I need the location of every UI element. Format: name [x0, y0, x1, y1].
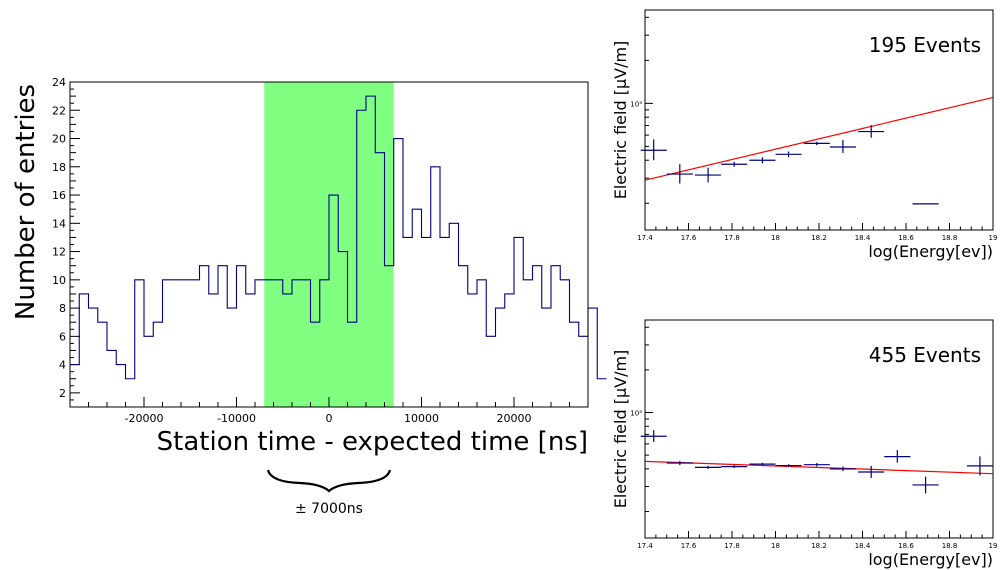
y-tick-label: 18	[52, 161, 66, 174]
plot-frame	[644, 9, 994, 231]
data-point	[858, 465, 885, 478]
y-tick-label: 10³	[630, 100, 642, 108]
fit-line	[644, 460, 994, 475]
data-point	[966, 456, 993, 476]
data-points	[640, 430, 993, 494]
data-point	[695, 167, 722, 183]
range-annotation: ± 7000ns	[295, 501, 363, 517]
x-axis-label: log(Energy[ev])	[868, 242, 993, 261]
x-tick-label: -20000	[125, 412, 164, 425]
x-axis-label: log(Energy[ev])	[868, 550, 993, 569]
y-tick-label: 14	[52, 217, 66, 230]
x-tick-label: 17.4	[637, 542, 653, 550]
x-axis-ticks: 17.4 17.6 17.8 18 18.2 18.4 18.6 18.8 19	[637, 531, 997, 550]
y-tick-label: 10	[52, 274, 66, 287]
data-point	[775, 464, 802, 468]
y-tick-label: 10³	[630, 410, 642, 418]
data-point	[775, 151, 802, 158]
data-point	[803, 141, 830, 146]
events-label: 195 Events	[869, 33, 981, 57]
x-tick-label: 19	[989, 234, 998, 242]
events-label: 455 Events	[869, 343, 981, 367]
y-tick-label: 22	[52, 104, 66, 117]
x-tick-label: 17.4	[637, 234, 653, 242]
x-tick-label: 0	[326, 412, 333, 425]
y-axis-label: Number of entries	[11, 84, 41, 320]
x-tick-label: 17.6	[681, 542, 697, 550]
data-point	[749, 462, 776, 466]
y-tick-label: 4	[59, 359, 66, 372]
x-tick-label: 18.2	[811, 542, 827, 550]
data-point	[912, 476, 939, 494]
x-tick-label: 18.2	[811, 234, 827, 242]
x-tick-label: 18.4	[855, 234, 871, 242]
data-point	[695, 465, 722, 469]
data-point	[858, 125, 885, 138]
y-axis-label: Electric field [μV/m]	[611, 350, 630, 509]
histogram-series	[70, 95, 607, 380]
y-tick-label: 24	[52, 76, 66, 89]
data-point	[829, 466, 856, 472]
y-tick-label: 8	[59, 302, 66, 315]
range-brace	[266, 469, 392, 493]
x-axis-ticks: 17.4 17.6 17.8 18 18.2 18.4 18.6 18.8 19	[637, 223, 997, 242]
plot-frame	[69, 81, 589, 408]
scatter-chart-455-events: 17.4 17.6 17.8 18 18.2 18.4 18.6 18.8 19 10³ 455…	[611, 319, 997, 569]
data-point	[721, 161, 748, 167]
data-points	[640, 125, 939, 205]
y-tick-label: 2	[59, 387, 66, 400]
x-tick-label: 18	[771, 542, 780, 550]
x-tick-label: 18.6	[898, 234, 914, 242]
x-tick-label: 10000	[404, 412, 439, 425]
x-tick-label: 18.8	[942, 542, 958, 550]
y-axis-label: Electric field [μV/m]	[611, 41, 630, 200]
data-point	[884, 450, 911, 463]
x-tick-label: 20000	[497, 412, 532, 425]
scatter-chart-195-events: 17.4 17.6 17.8 18 18.2 18.4 18.6 18.8 19 10³ 195…	[611, 9, 997, 261]
x-tick-label: 17.8	[724, 542, 740, 550]
y-axis-ticks: 10³	[630, 326, 653, 513]
x-axis-label: Station time - expected time [ns]	[157, 427, 588, 457]
x-tick-label: 19	[989, 542, 998, 550]
fit-line	[644, 96, 994, 181]
y-axis-ticks: 10³	[630, 16, 653, 204]
plot-frame	[644, 319, 994, 539]
data-point	[829, 139, 856, 153]
data-point	[666, 164, 693, 184]
y-tick-label: 12	[52, 246, 66, 259]
x-tick-label: 17.6	[681, 234, 697, 242]
x-tick-label: 18.8	[942, 234, 958, 242]
data-point	[803, 463, 830, 467]
data-point	[721, 465, 748, 469]
x-tick-label: -10000	[217, 412, 256, 425]
y-tick-label: 20	[52, 133, 66, 146]
x-tick-label: 18.6	[898, 542, 914, 550]
x-tick-label: 17.8	[724, 234, 740, 242]
data-point	[666, 460, 693, 466]
data-point	[749, 157, 776, 164]
x-axis-ticks: -20000 -10000 0 10000 20000	[69, 397, 589, 425]
y-tick-label: 6	[59, 330, 66, 343]
y-tick-label: 16	[52, 189, 66, 202]
x-tick-label: 18.4	[855, 542, 871, 550]
x-tick-label: 18	[771, 234, 780, 242]
